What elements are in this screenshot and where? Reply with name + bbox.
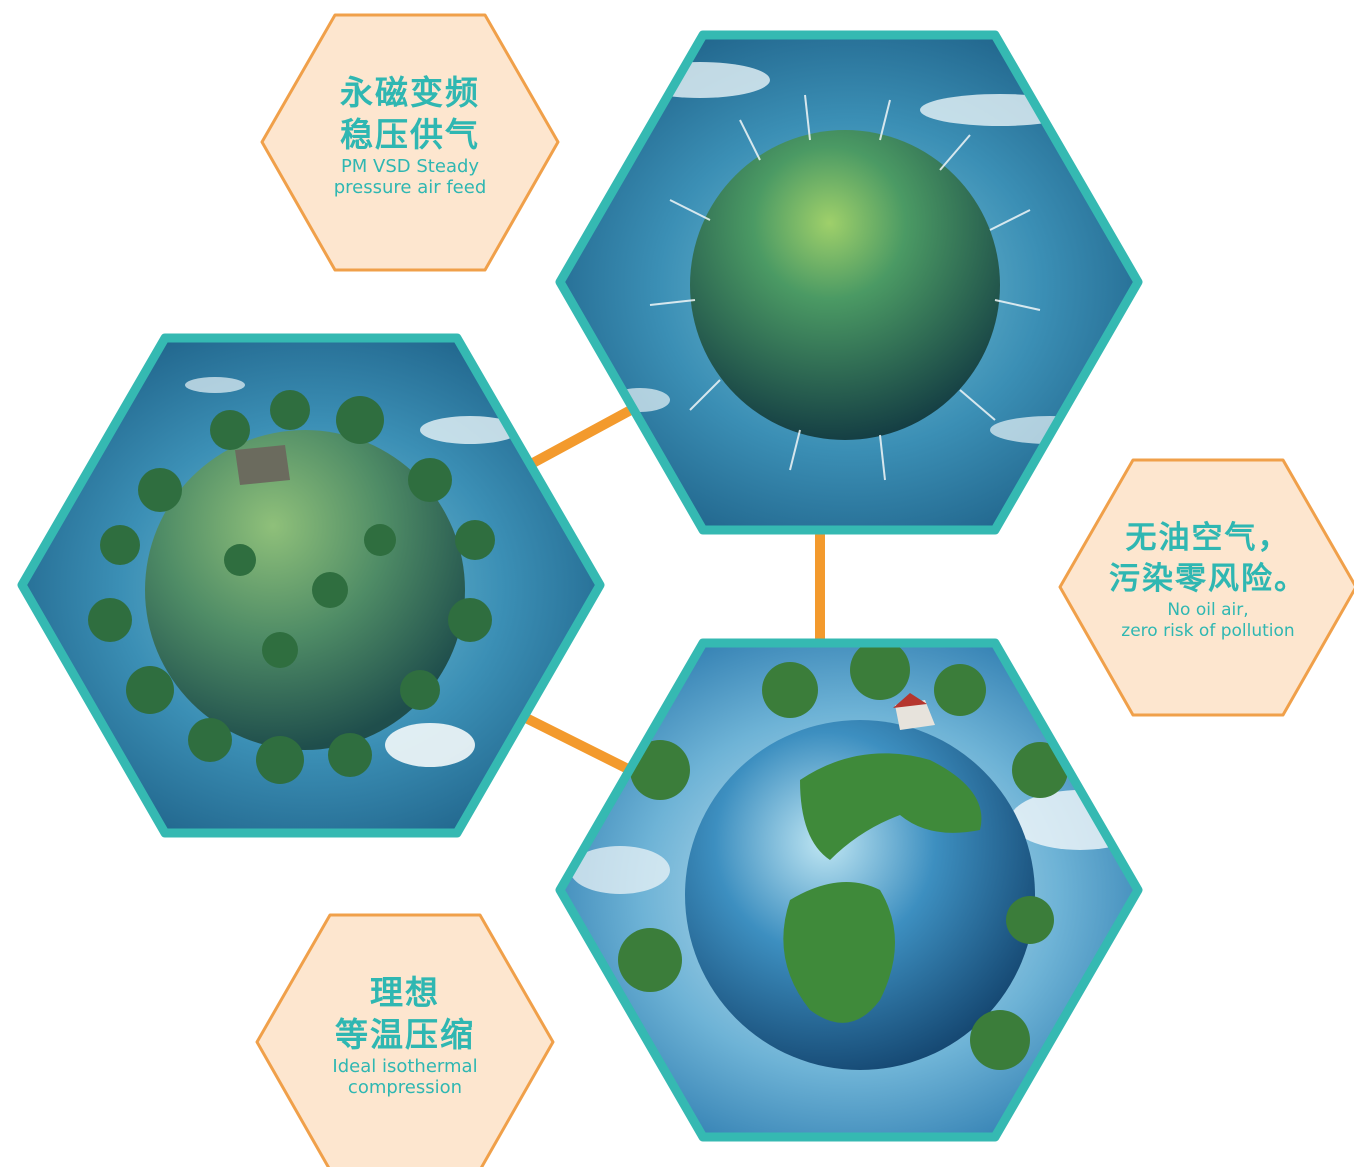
pm-vsd-cn-line2: 稳压供气 [340,115,480,154]
isothermal-en-line2: compression [347,1077,463,1098]
isothermal-label: 理想 等温压缩 Ideal isothermal compression [275,972,535,1098]
oil-free-en-line2: zero risk of pollution [1121,621,1295,641]
oil-free-cn-line2: 污染零风险。 [1109,561,1307,597]
isothermal-cn-line2: 等温压缩 [335,1015,475,1054]
pm-vsd-en-line1: PM VSD Steady [340,156,480,177]
isothermal-en-line1: Ideal isothermal [332,1056,478,1077]
isothermal-hexagon [255,913,555,1167]
oil-free-hexagon [1058,458,1354,717]
pm-vsd-en-line2: pressure air feed [333,177,487,198]
pm-vsd-cn-line1: 永磁变频 [340,73,480,112]
oil-free-en-line1: No oil air, [1167,600,1249,620]
forest-planet-image [17,333,605,838]
connector-lines [515,400,825,775]
oil-free-cn-line1: 无油空气， [1125,520,1291,556]
wind-turbine-planet-image [555,30,1143,535]
isothermal-cn-line1: 理想 [370,973,440,1012]
earth-planet-image [555,638,1143,1142]
pm-vsd-label: 永磁变频 稳压供气 PM VSD Steady pressure air fee… [280,72,540,198]
pm-vsd-hexagon [260,13,560,272]
oil-free-label: 无油空气， 污染零风险。 No oil air, zero risk of po… [1068,518,1348,642]
